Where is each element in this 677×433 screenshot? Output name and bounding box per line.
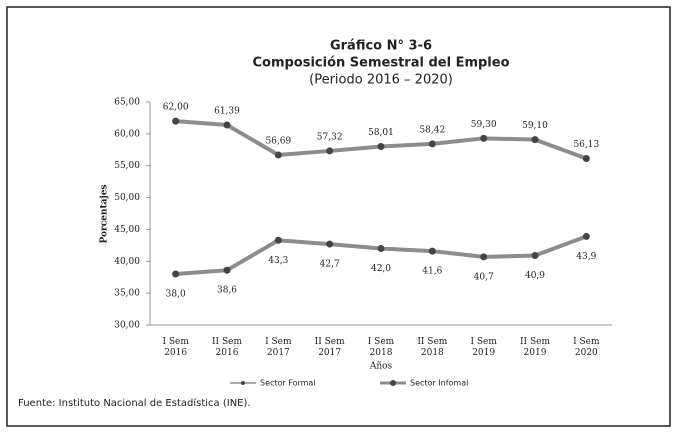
x-tick-line: 2020 bbox=[575, 348, 598, 358]
data-label: 58,01 bbox=[368, 128, 394, 138]
x-tick-label: II Sem 2017 bbox=[315, 337, 345, 358]
point bbox=[582, 232, 590, 240]
point bbox=[531, 136, 539, 144]
x-tick-line: I Sem bbox=[470, 337, 497, 347]
y-tick-label: 55,00 bbox=[114, 161, 140, 171]
point bbox=[377, 245, 385, 253]
x-axis-label: Años bbox=[369, 362, 393, 372]
x-tick-line: 2018 bbox=[370, 348, 393, 358]
data-label: 41,6 bbox=[422, 267, 442, 277]
point bbox=[223, 266, 231, 274]
x-tick-line: 2016 bbox=[164, 348, 187, 358]
point bbox=[480, 253, 488, 261]
x-tick-line: II Sem bbox=[417, 337, 447, 347]
y-tick-label: 35,00 bbox=[114, 289, 140, 299]
data-label: 43,9 bbox=[576, 252, 596, 262]
point bbox=[377, 143, 385, 151]
point bbox=[172, 270, 180, 278]
point bbox=[531, 252, 539, 260]
source: Fuente: Instituto Nacional de Estadístic… bbox=[18, 397, 251, 409]
data-label: 61,39 bbox=[214, 107, 240, 117]
x-tick-line: 2017 bbox=[318, 348, 341, 358]
x-tick-line: I Sem bbox=[265, 337, 292, 347]
point bbox=[582, 155, 590, 163]
point bbox=[274, 236, 282, 244]
x-tick-label: I Sem 2018 bbox=[368, 337, 395, 358]
y-tick-label: 60,00 bbox=[114, 129, 140, 139]
y-tick-label: 65,00 bbox=[114, 98, 140, 108]
x-tick-line: I Sem bbox=[162, 337, 189, 347]
x-tick-line: 2017 bbox=[267, 348, 290, 358]
point bbox=[428, 140, 436, 148]
point bbox=[172, 117, 180, 125]
x-tick-label: II Sem 2018 bbox=[417, 337, 447, 358]
data-label: 56,13 bbox=[573, 140, 599, 150]
legend-label: Sector Infomal bbox=[410, 379, 468, 388]
y-tick-label: 50,00 bbox=[114, 193, 140, 203]
x-tick-label: II Sem 2019 bbox=[520, 337, 550, 358]
x-tick-label: I Sem 2019 bbox=[470, 337, 497, 358]
y-axis-label: Porcentajes bbox=[100, 184, 110, 243]
data-label: 59,10 bbox=[522, 121, 548, 131]
data-label: 58,42 bbox=[419, 125, 445, 135]
legend-marker bbox=[390, 380, 396, 386]
frame bbox=[6, 6, 671, 427]
data-label: 40,7 bbox=[474, 272, 494, 282]
x-tick-label: II Sem 2016 bbox=[212, 337, 242, 358]
y-tick-label: 40,00 bbox=[114, 257, 140, 267]
data-label: 38,6 bbox=[217, 286, 237, 296]
x-tick-line: II Sem bbox=[212, 337, 242, 347]
data-label: 38,0 bbox=[166, 290, 186, 300]
x-tick-line: II Sem bbox=[315, 337, 345, 347]
point bbox=[428, 247, 436, 255]
x-tick-line: I Sem bbox=[368, 337, 395, 347]
x-tick-line: II Sem bbox=[520, 337, 550, 347]
legend-label: Sector Formal bbox=[260, 379, 316, 388]
point bbox=[480, 134, 488, 142]
chart-subtitle: (Periodo 2016 – 2020) bbox=[309, 73, 453, 88]
data-label: 43,3 bbox=[268, 256, 288, 266]
x-tick-line: 2019 bbox=[472, 348, 495, 358]
y-tick-label: 30,00 bbox=[114, 321, 140, 331]
point bbox=[326, 240, 334, 248]
chart-title: Gráfico N° 3-6 bbox=[330, 39, 432, 54]
x-tick-line: 2019 bbox=[524, 348, 547, 358]
x-tick-label: I Sem 2020 bbox=[573, 337, 600, 358]
legend-marker bbox=[241, 381, 245, 385]
x-tick-line: 2016 bbox=[216, 348, 239, 358]
x-tick-label: I Sem 2016 bbox=[162, 337, 189, 358]
data-label: 56,69 bbox=[265, 136, 291, 146]
x-tick-line: I Sem bbox=[573, 337, 600, 347]
x-tick-label: I Sem 2017 bbox=[265, 337, 292, 358]
data-label: 40,9 bbox=[525, 271, 545, 281]
data-label: 42,7 bbox=[320, 260, 340, 270]
data-label: 62,00 bbox=[163, 103, 189, 113]
data-label: 42,0 bbox=[371, 264, 391, 274]
chart-subtitle-main: Composición Semestral del Empleo bbox=[252, 56, 509, 71]
point bbox=[274, 151, 282, 159]
point bbox=[326, 147, 334, 155]
point bbox=[223, 121, 231, 129]
y-tick-label: 45,00 bbox=[114, 225, 140, 235]
data-label: 59,30 bbox=[471, 120, 497, 130]
x-tick-line: 2018 bbox=[421, 348, 444, 358]
data-label: 57,32 bbox=[317, 132, 343, 142]
